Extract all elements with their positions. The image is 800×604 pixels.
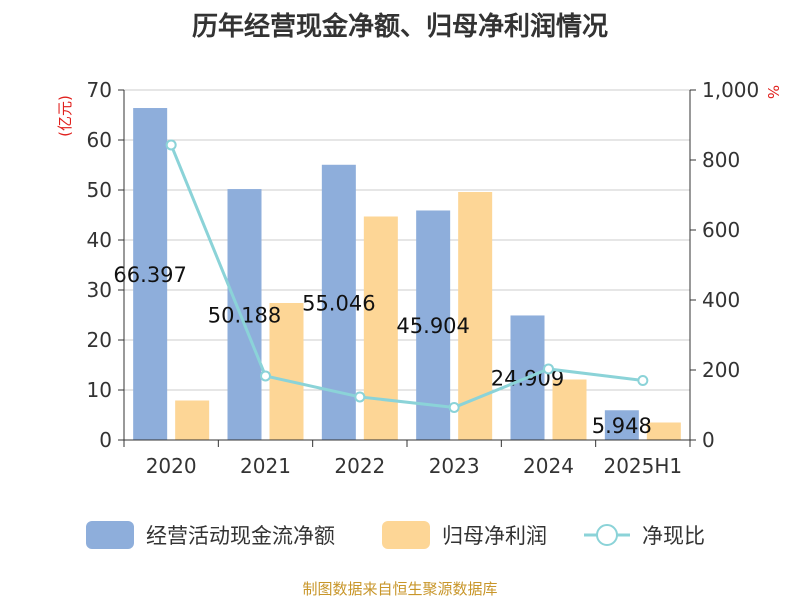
legend-label-net-profit: 归母净利润: [442, 524, 547, 548]
x-tick-label: 2025H1: [603, 454, 682, 478]
y-right-tick-label: 200: [702, 358, 740, 382]
ratio-point: [260, 370, 271, 382]
legend-marker-ratio: [596, 524, 618, 546]
cash-flow-data-label: 55.046: [302, 291, 375, 315]
cash-flow-bar: [604, 410, 639, 440]
y-left-tick-label: 10: [87, 378, 112, 402]
y-left-tick-label: 0: [99, 428, 112, 452]
cash-flow-bar: [416, 210, 451, 440]
net-profit-bar: [363, 216, 398, 440]
y-left-tick-label: 60: [87, 128, 112, 152]
y-right-tick-label: 400: [702, 288, 740, 312]
y-right-tick-label: 800: [702, 148, 740, 172]
x-tick-label: 2020: [146, 454, 197, 478]
x-tick-label: 2024: [523, 454, 574, 478]
y-right-tick-label: 0: [702, 428, 715, 452]
y-left-tick-label: 50: [87, 178, 112, 202]
y-right-axis-label: %: [764, 85, 782, 99]
x-tick-label: 2021: [240, 454, 291, 478]
cash-flow-bar: [227, 189, 262, 440]
axes: 0 10 20 30 40 50 60 70 0 200 400 600 800 1,000 (亿元)% 20…: [56, 78, 782, 478]
net-profit-bar: [646, 422, 681, 440]
cash-flow-data-label: 66.397: [113, 263, 186, 287]
cash-flow-data-label: 45.904: [396, 314, 469, 338]
legend-label-cash-flow: 经营活动现金流净额: [146, 524, 335, 548]
ratio-point: [637, 375, 649, 386]
y-left-tick-label: 40: [87, 228, 112, 252]
y-right-tick-label: 600: [702, 218, 740, 242]
chart-title: 历年经营现金净额、归母净利润情况: [191, 12, 608, 42]
data-source: 制图数据来自恒生聚源数据库: [302, 580, 498, 598]
grid-lines: [124, 89, 690, 391]
legend-label-ratio: 净现比: [642, 524, 705, 548]
y-left-axis-label: (亿元): [56, 95, 74, 137]
ratio-line-path: [169, 144, 644, 409]
legend-swatch-cash-flow: [86, 521, 134, 549]
cash-flow-data-label: 5.948: [592, 414, 652, 438]
x-tick-label: 2023: [429, 454, 480, 478]
ratio-line: [165, 139, 649, 413]
x-tick-label: 2022: [334, 454, 385, 478]
cash-flow-bars: [133, 108, 639, 440]
net-profit-bars: [175, 192, 681, 440]
ratio-point: [354, 391, 366, 403]
y-left-tick-label: 20: [87, 328, 112, 352]
ratio-point: [543, 363, 554, 375]
ratio-point: [165, 139, 177, 151]
legend: 经营活动现金流净额 归母净利润 净现比: [86, 521, 705, 549]
y-left-tick-label: 30: [87, 278, 112, 302]
ratio-point: [448, 401, 460, 413]
net-profit-bar: [552, 379, 587, 440]
cash-flow-bar: [133, 108, 168, 440]
net-profit-bar: [269, 303, 304, 440]
y-left-tick-label: 70: [87, 78, 112, 102]
y-right-tick-label: 1,000: [702, 78, 759, 102]
legend-swatch-net-profit: [382, 521, 430, 549]
net-profit-bar: [175, 400, 210, 440]
